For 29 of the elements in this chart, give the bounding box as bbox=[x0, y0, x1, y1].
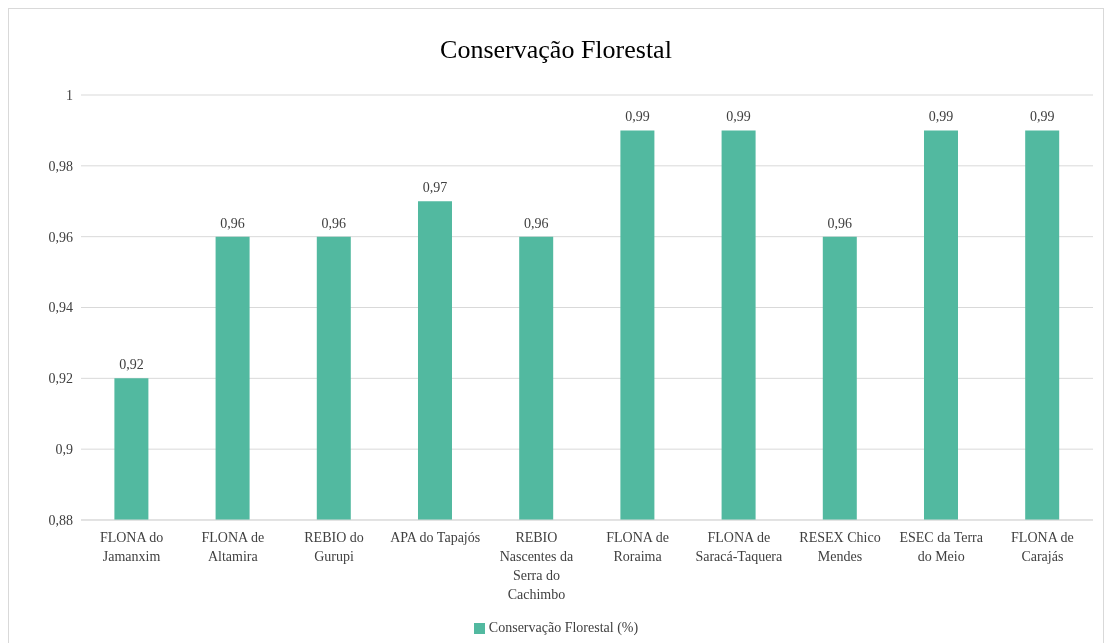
y-tick-label: 0,92 bbox=[48, 371, 73, 387]
x-tick-label: FLONA de Carajás bbox=[1011, 530, 1074, 564]
data-label: 0,96 bbox=[321, 215, 347, 231]
x-tick-label: FLONA de Roraima bbox=[606, 530, 669, 564]
data-label: 0,99 bbox=[625, 109, 650, 125]
y-tick-label: 0,96 bbox=[48, 229, 73, 245]
data-label: 0,99 bbox=[928, 109, 954, 125]
x-tick-label: REBIO do Gurupi bbox=[304, 530, 364, 564]
x-tick-label: FLONA do Jamanxim bbox=[99, 530, 164, 564]
x-tick-label: REBIO Nascentes da Serra do Cachimbo bbox=[499, 530, 574, 602]
data-label: 0,99 bbox=[1029, 109, 1055, 125]
data-label: 0,96 bbox=[523, 215, 549, 231]
x-tick-label: FLONA de Altamira bbox=[201, 530, 265, 564]
data-label: 0,99 bbox=[726, 109, 751, 125]
x-tick-label: APA do Tapajós bbox=[390, 530, 481, 545]
y-tick-label: 0,94 bbox=[48, 300, 73, 316]
data-label: 0,92 bbox=[119, 357, 144, 373]
y-tick-label: 0,98 bbox=[48, 158, 73, 174]
data-label: 0,97 bbox=[422, 180, 448, 196]
x-tick-label: RESEX Chico Mendes bbox=[799, 530, 881, 564]
data-label: 0,96 bbox=[827, 215, 853, 231]
legend-label: Conservação Florestal (%) bbox=[488, 620, 639, 635]
x-tick-label: ESEC da Terra do Meio bbox=[899, 530, 984, 564]
y-tick-label: 0,9 bbox=[55, 442, 73, 458]
chart-title: Conservação Florestal bbox=[439, 35, 673, 65]
data-label: 0,96 bbox=[220, 215, 245, 231]
y-tick-label: 0,88 bbox=[48, 512, 73, 528]
x-tick-label: FLONA de Saracá-Taquera bbox=[695, 530, 784, 564]
y-tick-label: 1 bbox=[66, 87, 73, 103]
